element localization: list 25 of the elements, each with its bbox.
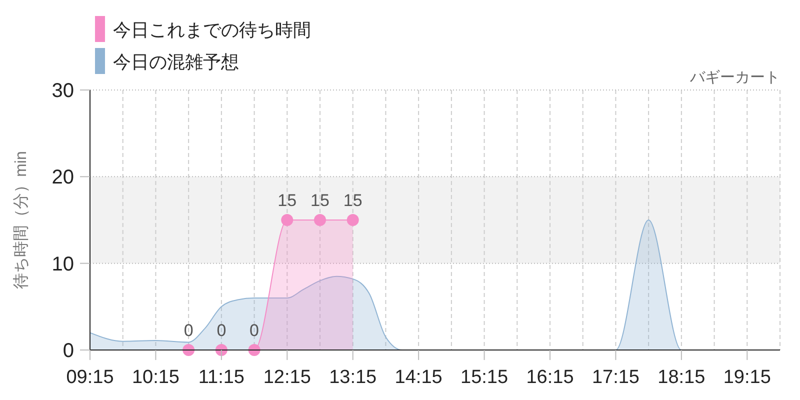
data-label: 15	[278, 191, 297, 210]
legend-label: 今日これまでの待ち時間	[113, 20, 311, 40]
x-tick-label: 11:15	[198, 367, 244, 388]
chart-title: バギーカート	[689, 69, 780, 86]
data-label: 15	[310, 191, 330, 210]
legend-label: 今日の混雑予想	[113, 52, 239, 72]
y-tick-label: 30	[52, 80, 74, 102]
data-label: 0	[250, 321, 260, 340]
x-tick-label: 14:15	[394, 367, 442, 388]
y-tick-label: 20	[52, 166, 74, 189]
data-label: 0	[184, 321, 194, 340]
x-tick-label: 16:15	[526, 367, 574, 388]
x-tick-label: 19:15	[723, 367, 771, 388]
data-label: 0	[216, 321, 226, 340]
x-tick-label: 18:15	[658, 367, 706, 388]
data-label: 15	[343, 191, 362, 210]
x-tick-label: 13:15	[329, 367, 377, 388]
x-tick-label: 17:15	[592, 367, 640, 388]
x-tick-label: 10:15	[132, 367, 180, 388]
y-tick-label: 10	[52, 253, 74, 276]
x-tick-label: 15:15	[460, 367, 508, 388]
y-axis-title: 待ち時間（分）min	[12, 151, 30, 289]
x-tick-label: 12:15	[263, 367, 311, 388]
x-tick-label: 09:15	[66, 367, 114, 388]
y-tick-label: 0	[62, 340, 74, 362]
